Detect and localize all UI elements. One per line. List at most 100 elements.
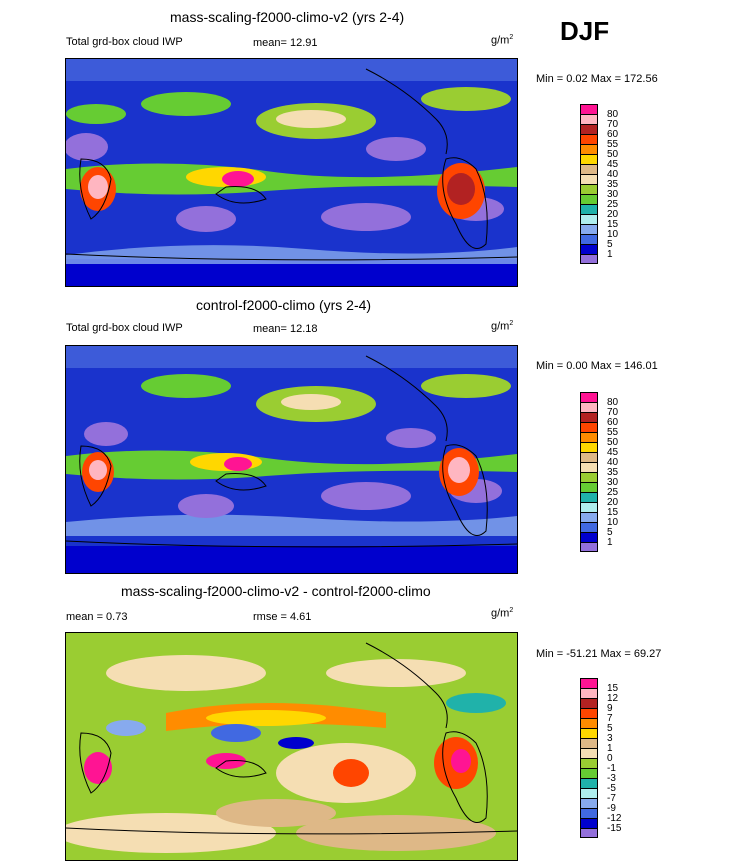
legend-level-label: 20 (607, 209, 619, 220)
legend-swatch (580, 194, 598, 204)
legend-level-label: 30 (607, 477, 619, 488)
panel3-map (65, 632, 518, 861)
legend-swatch (580, 204, 598, 214)
legend-level-label: 35 (607, 467, 619, 478)
legend-level-label: -3 (607, 773, 616, 784)
legend-level-label: -7 (607, 793, 616, 804)
legend-level-label: 25 (607, 487, 619, 498)
legend-swatch (580, 392, 598, 402)
legend-level-label: 40 (607, 457, 619, 468)
legend-level-label: 5 (607, 527, 613, 538)
legend-swatch (580, 808, 598, 818)
legend-level-label: 12 (607, 693, 619, 704)
legend-level-label: 1 (607, 249, 613, 260)
legend-swatch (580, 442, 598, 452)
legend-swatch (580, 828, 598, 838)
legend-level-label: 15 (607, 219, 619, 230)
legend-level-label: -5 (607, 783, 616, 794)
legend-level-label: 45 (607, 447, 619, 458)
panel1-mean-label: mean= 12.91 (253, 37, 318, 49)
legend-swatch (580, 532, 598, 542)
panel3-title: mass-scaling-f2000-climo-v2 - control-f2… (121, 583, 431, 599)
legend-level-label: 50 (607, 437, 619, 448)
panel3-legend-bar (580, 678, 598, 838)
legend-swatch (580, 164, 598, 174)
legend-swatch (580, 758, 598, 768)
panel3-mean-label: mean = 0.73 (66, 611, 128, 623)
legend-swatch (580, 492, 598, 502)
panel2-map (65, 345, 518, 574)
panel2-legend-bar (580, 392, 598, 552)
legend-swatch (580, 768, 598, 778)
legend-swatch (580, 452, 598, 462)
legend-level-label: 40 (607, 169, 619, 180)
panel2-minmax-label: Min = 0.00 Max = 146.01 (536, 360, 658, 372)
legend-swatch (580, 134, 598, 144)
panel1-minmax-label: Min = 0.02 Max = 172.56 (536, 73, 658, 85)
panel2-variable-label: Total grd-box cloud IWP (66, 322, 183, 334)
panel1-legend-bar (580, 104, 598, 264)
panel3-rmse-label: rmse = 4.61 (253, 611, 312, 623)
legend-swatch (580, 224, 598, 234)
legend-level-label: 0 (607, 753, 613, 764)
legend-swatch (580, 234, 598, 244)
panel3-map-field (66, 633, 517, 860)
legend-swatch (580, 124, 598, 134)
panel1-title: mass-scaling-f2000-climo-v2 (yrs 2-4) (170, 9, 405, 25)
legend-swatch (580, 154, 598, 164)
legend-swatch (580, 254, 598, 264)
season-label: DJF (560, 16, 610, 46)
legend-level-label: 70 (607, 119, 619, 130)
legend-level-label: 9 (607, 703, 613, 714)
legend-level-label: 20 (607, 497, 619, 508)
legend-swatch (580, 432, 598, 442)
legend-level-label: 25 (607, 199, 619, 210)
legend-level-label: 50 (607, 149, 619, 160)
legend-swatch (580, 174, 598, 184)
legend-level-label: 1 (607, 537, 613, 548)
legend-swatch (580, 482, 598, 492)
legend-swatch (580, 244, 598, 254)
legend-swatch (580, 798, 598, 808)
panel1-unit-label: g/m2 (491, 34, 514, 47)
legend-swatch (580, 502, 598, 512)
legend-swatch (580, 818, 598, 828)
legend-swatch (580, 184, 598, 194)
legend-level-label: 5 (607, 239, 613, 250)
legend-swatch (580, 788, 598, 798)
legend-swatch (580, 698, 598, 708)
legend-swatch (580, 104, 598, 114)
legend-swatch (580, 708, 598, 718)
legend-level-label: -1 (607, 763, 616, 774)
panel1-map-field (66, 59, 517, 286)
legend-level-label: 45 (607, 159, 619, 170)
legend-level-label: 55 (607, 427, 619, 438)
panel3-unit-label: g/m2 (491, 607, 514, 620)
legend-swatch (580, 402, 598, 412)
legend-level-label: 30 (607, 189, 619, 200)
legend-swatch (580, 472, 598, 482)
panel2-map-field (66, 346, 517, 573)
legend-swatch (580, 114, 598, 124)
legend-level-label: -12 (607, 813, 622, 824)
legend-level-label: 10 (607, 517, 619, 528)
legend-level-label: 3 (607, 733, 613, 744)
legend-level-label: 70 (607, 407, 619, 418)
legend-level-label: 80 (607, 109, 619, 120)
panel3-minmax-label: Min = -51.21 Max = 69.27 (536, 648, 662, 660)
legend-swatch (580, 778, 598, 788)
legend-swatch (580, 144, 598, 154)
panel1-variable-label: Total grd-box cloud IWP (66, 36, 183, 48)
panel1-map (65, 58, 518, 287)
legend-level-label: 5 (607, 723, 613, 734)
legend-level-label: 7 (607, 713, 613, 724)
panel2-unit-label: g/m2 (491, 320, 514, 333)
legend-swatch (580, 214, 598, 224)
legend-swatch (580, 512, 598, 522)
legend-level-label: 15 (607, 507, 619, 518)
legend-level-label: 15 (607, 683, 619, 694)
legend-level-label: -9 (607, 803, 616, 814)
legend-swatch (580, 718, 598, 728)
legend-swatch (580, 522, 598, 532)
legend-level-label: 55 (607, 139, 619, 150)
